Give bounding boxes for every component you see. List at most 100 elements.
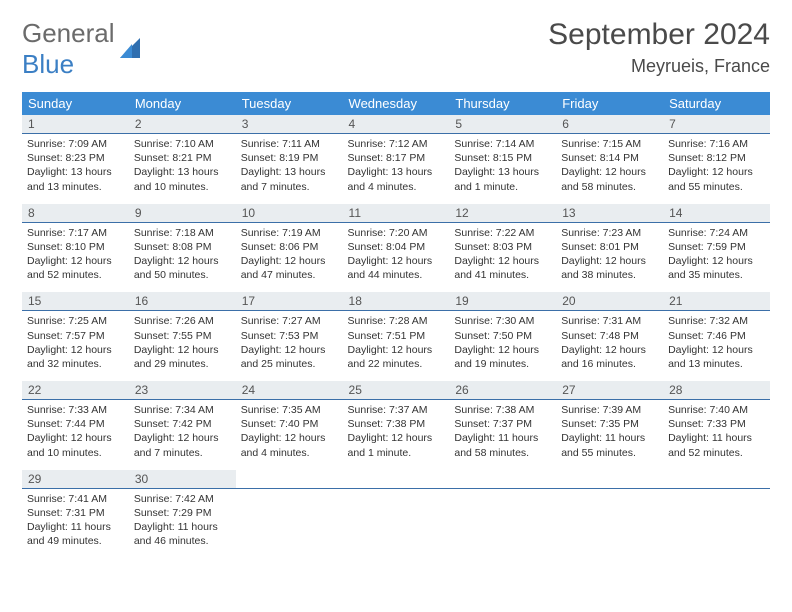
daylight-text: Daylight: 12 hours and 22 minutes. <box>348 343 445 371</box>
day-cell <box>449 488 556 558</box>
sunset-text: Sunset: 7:33 PM <box>668 417 765 431</box>
sunrise-text: Sunrise: 7:19 AM <box>241 226 338 240</box>
day-number: 21 <box>663 292 770 311</box>
sunrise-text: Sunrise: 7:14 AM <box>454 137 551 151</box>
sunrise-text: Sunrise: 7:34 AM <box>134 403 231 417</box>
week-row: Sunrise: 7:33 AMSunset: 7:44 PMDaylight:… <box>22 400 770 470</box>
sunrise-text: Sunrise: 7:41 AM <box>27 492 124 506</box>
day-cell: Sunrise: 7:31 AMSunset: 7:48 PMDaylight:… <box>556 311 663 381</box>
day-header-row: Sunday Monday Tuesday Wednesday Thursday… <box>22 92 770 115</box>
sunset-text: Sunset: 7:57 PM <box>27 329 124 343</box>
daylight-text: Daylight: 12 hours and 7 minutes. <box>134 431 231 459</box>
day-cell: Sunrise: 7:38 AMSunset: 7:37 PMDaylight:… <box>449 400 556 470</box>
daylight-text: Daylight: 11 hours and 55 minutes. <box>561 431 658 459</box>
sunset-text: Sunset: 8:08 PM <box>134 240 231 254</box>
day-cell: Sunrise: 7:42 AMSunset: 7:29 PMDaylight:… <box>129 488 236 558</box>
week-row: Sunrise: 7:17 AMSunset: 8:10 PM Daylight:… <box>22 222 770 292</box>
sunrise-text: Sunrise: 7:11 AM <box>241 137 338 151</box>
daylight-text: Daylight: 12 hours and 50 minutes. <box>134 254 231 282</box>
dayhead: Thursday <box>449 92 556 115</box>
day-cell: Sunrise: 7:17 AMSunset: 8:10 PMDaylight:… <box>22 222 129 292</box>
day-cell: Sunrise: 7:39 AMSunset: 7:35 PMDaylight:… <box>556 400 663 470</box>
daylight-text: Daylight: 13 hours and 10 minutes. <box>134 165 231 193</box>
day-number: 11 <box>343 204 450 223</box>
sunrise-text: Sunrise: 7:37 AM <box>348 403 445 417</box>
day-cell: Sunrise: 7:11 AMSunset: 8:19 PMDaylight:… <box>236 134 343 204</box>
sunset-text: Sunset: 7:40 PM <box>241 417 338 431</box>
daylight-text: Daylight: 11 hours and 46 minutes. <box>134 520 231 548</box>
week-row: Sunrise: 7:41 AMSunset: 7:31 PMDaylight:… <box>22 488 770 558</box>
sunset-text: Sunset: 7:48 PM <box>561 329 658 343</box>
day-number: 26 <box>449 381 556 400</box>
daylight-text: Daylight: 11 hours and 52 minutes. <box>668 431 765 459</box>
sunset-text: Sunset: 8:12 PM <box>668 151 765 165</box>
dayhead: Friday <box>556 92 663 115</box>
sunrise-text: Sunrise: 7:35 AM <box>241 403 338 417</box>
sunrise-text: Sunrise: 7:16 AM <box>668 137 765 151</box>
sunset-text: Sunset: 8:17 PM <box>348 151 445 165</box>
sunrise-text: Sunrise: 7:15 AM <box>561 137 658 151</box>
sunrise-text: Sunrise: 7:24 AM <box>668 226 765 240</box>
sunrise-text: Sunrise: 7:17 AM <box>27 226 124 240</box>
day-number: 22 <box>22 381 129 400</box>
day-number: 9 <box>129 204 236 223</box>
daylight-text: Daylight: 13 hours and 7 minutes. <box>241 165 338 193</box>
sunrise-text: Sunrise: 7:09 AM <box>27 137 124 151</box>
sunset-text: Sunset: 8:19 PM <box>241 151 338 165</box>
day-cell: Sunrise: 7:20 AMSunset: 8:04 PMDaylight:… <box>343 222 450 292</box>
day-number: 16 <box>129 292 236 311</box>
day-number: 12 <box>449 204 556 223</box>
daynum-row: 1234567 <box>22 115 770 134</box>
header: General Blue September 2024 Meyrueis, Fr… <box>22 18 770 80</box>
daylight-text: Daylight: 12 hours and 44 minutes. <box>348 254 445 282</box>
day-cell <box>556 488 663 558</box>
day-number: 15 <box>22 292 129 311</box>
dayhead: Wednesday <box>343 92 450 115</box>
daylight-text: Daylight: 11 hours and 49 minutes. <box>27 520 124 548</box>
sunset-text: Sunset: 8:03 PM <box>454 240 551 254</box>
day-cell: Sunrise: 7:27 AMSunset: 7:53 PMDaylight:… <box>236 311 343 381</box>
daylight-text: Daylight: 12 hours and 29 minutes. <box>134 343 231 371</box>
day-cell: Sunrise: 7:09 AMSunset: 8:23 PMDaylight:… <box>22 134 129 204</box>
sunrise-text: Sunrise: 7:18 AM <box>134 226 231 240</box>
day-number <box>449 470 556 489</box>
sunset-text: Sunset: 8:15 PM <box>454 151 551 165</box>
day-number: 20 <box>556 292 663 311</box>
sunrise-text: Sunrise: 7:40 AM <box>668 403 765 417</box>
day-cell: Sunrise: 7:10 AMSunset: 8:21 PMDaylight:… <box>129 134 236 204</box>
daylight-text: Daylight: 12 hours and 32 minutes. <box>27 343 124 371</box>
month-title: September 2024 <box>548 18 770 52</box>
day-cell: Sunrise: 7:25 AMSunset: 7:57 PMDaylight:… <box>22 311 129 381</box>
sunset-text: Sunset: 7:50 PM <box>454 329 551 343</box>
logo-line2: Blue <box>22 49 74 79</box>
sunrise-text: Sunrise: 7:33 AM <box>27 403 124 417</box>
sunset-text: Sunset: 7:29 PM <box>134 506 231 520</box>
day-number: 8 <box>22 204 129 223</box>
sunrise-text: Sunrise: 7:10 AM <box>134 137 231 151</box>
day-cell: Sunrise: 7:12 AMSunset: 8:17 PMDaylight:… <box>343 134 450 204</box>
day-cell: Sunrise: 7:24 AMSunset: 7:59 PMDaylight:… <box>663 222 770 292</box>
week-row: Sunrise: 7:25 AMSunset: 7:57 PMDaylight:… <box>22 311 770 381</box>
sunset-text: Sunset: 7:42 PM <box>134 417 231 431</box>
daynum-row: 2930 <box>22 470 770 489</box>
sunset-text: Sunset: 8:10 PM <box>27 240 124 254</box>
daynum-row: 891011121314 <box>22 204 770 223</box>
calendar-table: Sunday Monday Tuesday Wednesday Thursday… <box>22 92 770 558</box>
day-number: 7 <box>663 115 770 134</box>
day-cell: Sunrise: 7:41 AMSunset: 7:31 PMDaylight:… <box>22 488 129 558</box>
daylight-text: Daylight: 12 hours and 4 minutes. <box>241 431 338 459</box>
daylight-text: Daylight: 12 hours and 25 minutes. <box>241 343 338 371</box>
sunrise-text: Sunrise: 7:30 AM <box>454 314 551 328</box>
day-number: 10 <box>236 204 343 223</box>
sunrise-text: Sunrise: 7:42 AM <box>134 492 231 506</box>
sunset-text: Sunset: 8:14 PM <box>561 151 658 165</box>
day-number: 19 <box>449 292 556 311</box>
sunrise-text: Sunrise: 7:26 AM <box>134 314 231 328</box>
dayhead: Monday <box>129 92 236 115</box>
day-number: 17 <box>236 292 343 311</box>
day-number: 27 <box>556 381 663 400</box>
sunset-text: Sunset: 8:06 PM <box>241 240 338 254</box>
daylight-text: Daylight: 12 hours and 38 minutes. <box>561 254 658 282</box>
day-number: 28 <box>663 381 770 400</box>
sunset-text: Sunset: 7:51 PM <box>348 329 445 343</box>
